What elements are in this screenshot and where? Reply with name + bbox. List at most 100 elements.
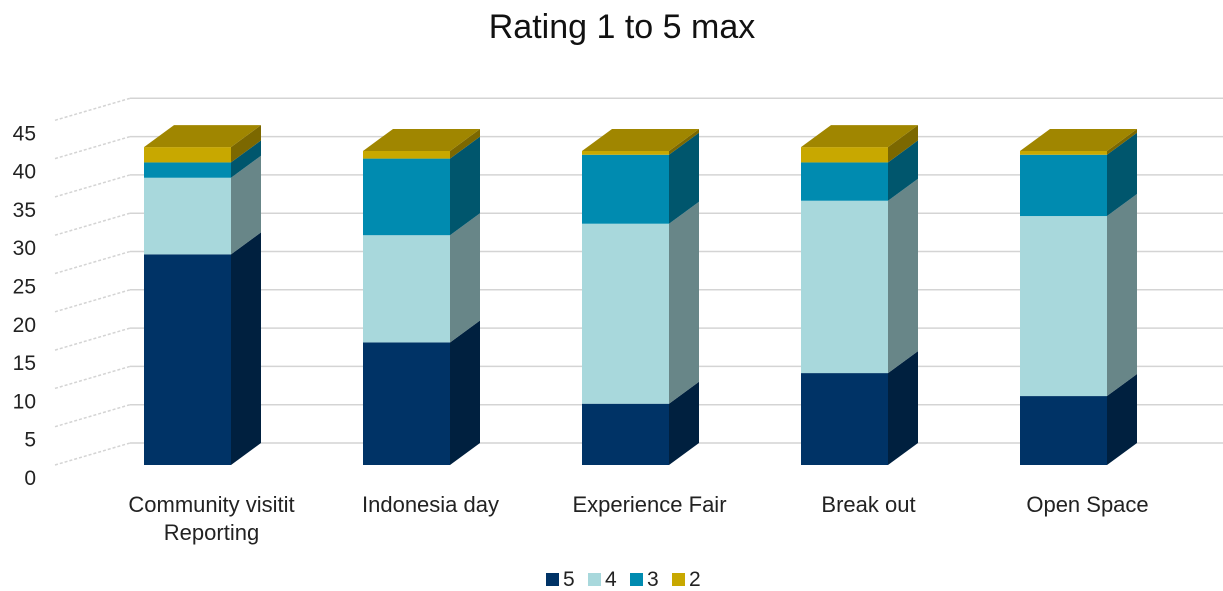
legend-item: 3 (630, 568, 659, 591)
x-category-label-line: Experience Fair (572, 492, 726, 517)
bar-segment (582, 381, 699, 465)
bar-side (888, 140, 918, 201)
gridline-depth (54, 174, 131, 198)
bar-side (231, 232, 261, 465)
bar-front (582, 403, 669, 465)
bar-top (1020, 128, 1137, 151)
gridline-depth (54, 403, 131, 428)
bar-side (888, 351, 918, 465)
bar-front (144, 162, 231, 178)
bar-side (669, 128, 699, 155)
bar-segment (582, 132, 699, 224)
y-tick-label: 10 (13, 390, 36, 413)
legend-label: 2 (689, 568, 701, 591)
bar-side (1107, 128, 1137, 155)
x-category-label-line: Indonesia day (362, 492, 499, 517)
bar-front (363, 150, 450, 159)
bar-front (1020, 150, 1107, 155)
x-category-label: Break out (821, 492, 915, 517)
legend-label: 5 (563, 568, 575, 591)
gridline-depth (54, 250, 131, 275)
x-category-label: Indonesia day (362, 492, 499, 517)
bar-segment (363, 320, 480, 465)
bar-front (582, 150, 669, 155)
bar-side (231, 125, 261, 163)
legend-label: 4 (605, 568, 617, 591)
bar-front (801, 162, 888, 201)
x-category-label: Experience Fair (572, 492, 726, 517)
gridline-depth (54, 135, 131, 160)
bar-side (450, 320, 480, 465)
bar-side (1107, 132, 1137, 217)
bar-front (363, 342, 450, 465)
legend-item: 2 (672, 568, 701, 591)
bar-segment (1020, 128, 1137, 155)
gridline-depth (54, 327, 131, 351)
bar-side (888, 178, 918, 374)
bar-segment (1020, 374, 1137, 465)
bar-side (450, 213, 480, 343)
legend: 5 4 3 2 (546, 568, 701, 591)
bar-front (363, 158, 450, 236)
x-category-label: Open Space (1026, 492, 1148, 517)
legend-swatch (546, 573, 559, 586)
y-tick-label: 45 (13, 122, 36, 145)
bar-top (363, 128, 480, 151)
bar-front (144, 177, 231, 255)
bar-segment (144, 125, 261, 163)
bar-side (231, 140, 261, 178)
gridline-depth (54, 365, 131, 390)
bar-top (801, 125, 918, 148)
bar-side (450, 128, 480, 159)
bar-segment (801, 125, 918, 163)
bar-segment (801, 178, 918, 374)
bar-front (582, 223, 669, 404)
bar-segment (363, 213, 480, 343)
bar-segment (1020, 194, 1137, 397)
bar-segment (801, 140, 918, 201)
y-tick-label: 25 (13, 276, 36, 299)
legend-item: 5 (546, 568, 575, 591)
x-category-label: Community visitit Reporting (128, 492, 294, 545)
bar-side (669, 201, 699, 404)
y-tick-label: 0 (24, 467, 36, 490)
legend-swatch (588, 573, 601, 586)
bar-side (231, 155, 261, 255)
y-tick-label: 30 (13, 237, 36, 260)
bar-side (450, 136, 480, 236)
legend-item: 4 (588, 568, 617, 591)
x-category-label-line: Break out (821, 492, 915, 517)
y-tick-label: 40 (13, 161, 36, 184)
legend-swatch (630, 573, 643, 586)
y-tick-label: 20 (13, 314, 36, 337)
chart-title: Rating 1 to 5 max (489, 8, 755, 46)
bar-side (669, 132, 699, 224)
bar-front (1020, 396, 1107, 465)
bar-front (801, 147, 888, 163)
bar-front (1020, 154, 1107, 217)
gridline-depth (54, 212, 131, 236)
x-category-label-line: Reporting (164, 520, 259, 545)
gridline-depth (54, 97, 131, 122)
bar-segment (144, 155, 261, 255)
bars (144, 125, 1137, 465)
x-axis-categories: Community visitit Reporting Indonesia day E… (128, 492, 1148, 545)
legend-label: 3 (647, 568, 659, 591)
bar-front (144, 147, 231, 163)
gridline-depth (54, 442, 131, 466)
x-category-label-line: Community visitit (128, 492, 294, 517)
bar-side (1107, 374, 1137, 465)
y-tick-label: 15 (13, 352, 36, 375)
bar-segment (144, 232, 261, 465)
y-tick-label: 35 (13, 199, 36, 222)
bar-side (669, 381, 699, 465)
bar-top (144, 125, 261, 148)
bar-side (1107, 194, 1137, 397)
bar-front (144, 254, 231, 465)
bar-front (363, 235, 450, 343)
bar-segment (363, 136, 480, 236)
bar-segment (1020, 132, 1137, 217)
bar-segment (582, 128, 699, 155)
x-category-label-line: Open Space (1026, 492, 1148, 517)
